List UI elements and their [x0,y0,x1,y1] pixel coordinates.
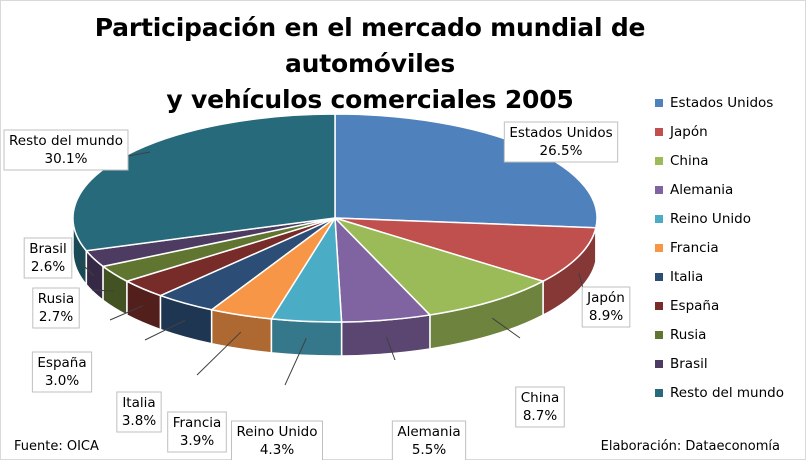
data-label: China 8.7% [515,386,565,428]
data-label-box [581,286,631,328]
data-label-value: 8.7% [523,408,557,424]
data-label-box [32,287,80,329]
legend-swatch [655,388,663,397]
data-label-value: 8.9% [589,308,623,324]
legend-label: Rusia [670,326,707,343]
leader-line [386,336,396,361]
legend-item: Italia [655,262,805,291]
data-label-name: Rusia [38,291,74,307]
data-label-value: 26.5% [540,143,583,159]
legend-label: Resto del mundo [670,384,784,401]
legend-label: Francia [670,239,719,256]
legend-label: Estados Unidos [670,94,774,111]
data-label-box [116,391,162,433]
legend-swatch [655,156,663,165]
data-label: Francia 3.9% [167,411,227,453]
legend-item: Rusia [655,320,805,349]
legend-swatch [655,330,663,339]
data-label: Resto del mundo 30.1% [3,129,129,171]
leader-line [91,289,115,292]
data-label-name: Reino Unido [237,424,318,440]
legend-swatch [655,127,663,136]
leader-line [284,338,307,386]
data-label-name: Alemania [397,424,460,440]
data-labels: Estados Unidos 26.5% Japón 8.9% China 8.7% Ale… [3,121,631,460]
data-label-name: Brasil [29,241,67,257]
data-label-value: 3.9% [180,433,214,449]
data-label-box [231,420,323,460]
legend-label: China [670,152,709,169]
data-label-value: 2.7% [39,309,73,325]
slice-china [334,217,546,316]
data-label-name: Italia [122,395,155,411]
legend-swatch [655,214,663,223]
data-label: Reino Unido 4.3% [231,420,323,460]
chart-title: Participación en el mercado mundial de a… [40,10,700,118]
data-label-value: 5.5% [412,442,446,458]
data-label-box [3,129,129,171]
legend-item: Japón [655,117,805,146]
data-label-name: Francia [173,415,222,431]
data-label-box [391,420,467,460]
data-label-name: España [37,355,86,371]
data-label: Italia 3.8% [116,391,162,433]
leader-lines [79,147,584,386]
chart-legend: Estados Unidos Japón China Alemania Reino Un… [655,88,805,407]
data-label-box [31,351,93,393]
data-label: Japón 8.9% [581,286,631,328]
legend-swatch [655,185,663,194]
pie-tops [72,113,598,323]
legend-label: Japón [670,123,708,140]
data-label-box [515,386,565,428]
leader-line [144,319,186,341]
data-label-value: 3.8% [122,413,156,429]
legend-swatch [655,359,663,368]
data-label-value: 30.1% [45,151,88,167]
source-note: Fuente: OICA [14,439,99,454]
legend-item: Reino Unido [655,204,805,233]
data-label: Alemania 5.5% [391,420,467,460]
data-label: España 3.0% [31,351,93,393]
legend-label: Reino Unido [670,210,751,227]
data-label: Rusia 2.7% [32,287,80,329]
legend-item: España [655,291,805,320]
legend-label: España [670,297,720,314]
data-label-name: Japón [586,290,625,306]
legend-label: Italia [670,268,704,285]
legend-label: Alemania [670,181,734,198]
data-label-name: Resto del mundo [9,133,123,149]
chart-title-line-2: y vehículos comerciales 2005 [166,85,574,114]
slice-japón [334,217,597,283]
legend-item: Brasil [655,349,805,378]
leader-line [79,261,95,277]
legend-item: Francia [655,233,805,262]
data-label-value: 4.3% [260,442,294,458]
data-label: Estados Unidos 26.5% [503,121,619,163]
legend-label: Brasil [670,355,708,372]
legend-swatch [655,98,663,107]
legend-swatch [655,272,663,281]
leader-line [196,331,242,376]
legend-item: Estados Unidos [655,88,805,117]
slice-side-reino-unido [270,318,343,357]
data-label-name: Estados Unidos [509,125,612,141]
credit-note: Elaboración: Dataeconomía [600,439,780,454]
legend-item: China [655,146,805,175]
legend-item: Alemania [655,175,805,204]
data-label-box [167,411,227,453]
chart-title-line-1: Participación en el mercado mundial de a… [94,13,646,78]
data-label-box [503,121,619,163]
legend-swatch [655,301,663,310]
data-label-box [23,237,73,279]
legend-swatch [655,243,663,252]
leader-line [578,272,584,289]
data-label: Brasil 2.6% [23,237,73,279]
data-label-name: China [521,390,560,406]
data-label-value: 2.6% [31,259,65,275]
leader-line [109,305,144,321]
legend-item: Resto del mundo [655,378,805,407]
leader-line [492,317,521,339]
data-label-value: 3.0% [45,373,79,389]
